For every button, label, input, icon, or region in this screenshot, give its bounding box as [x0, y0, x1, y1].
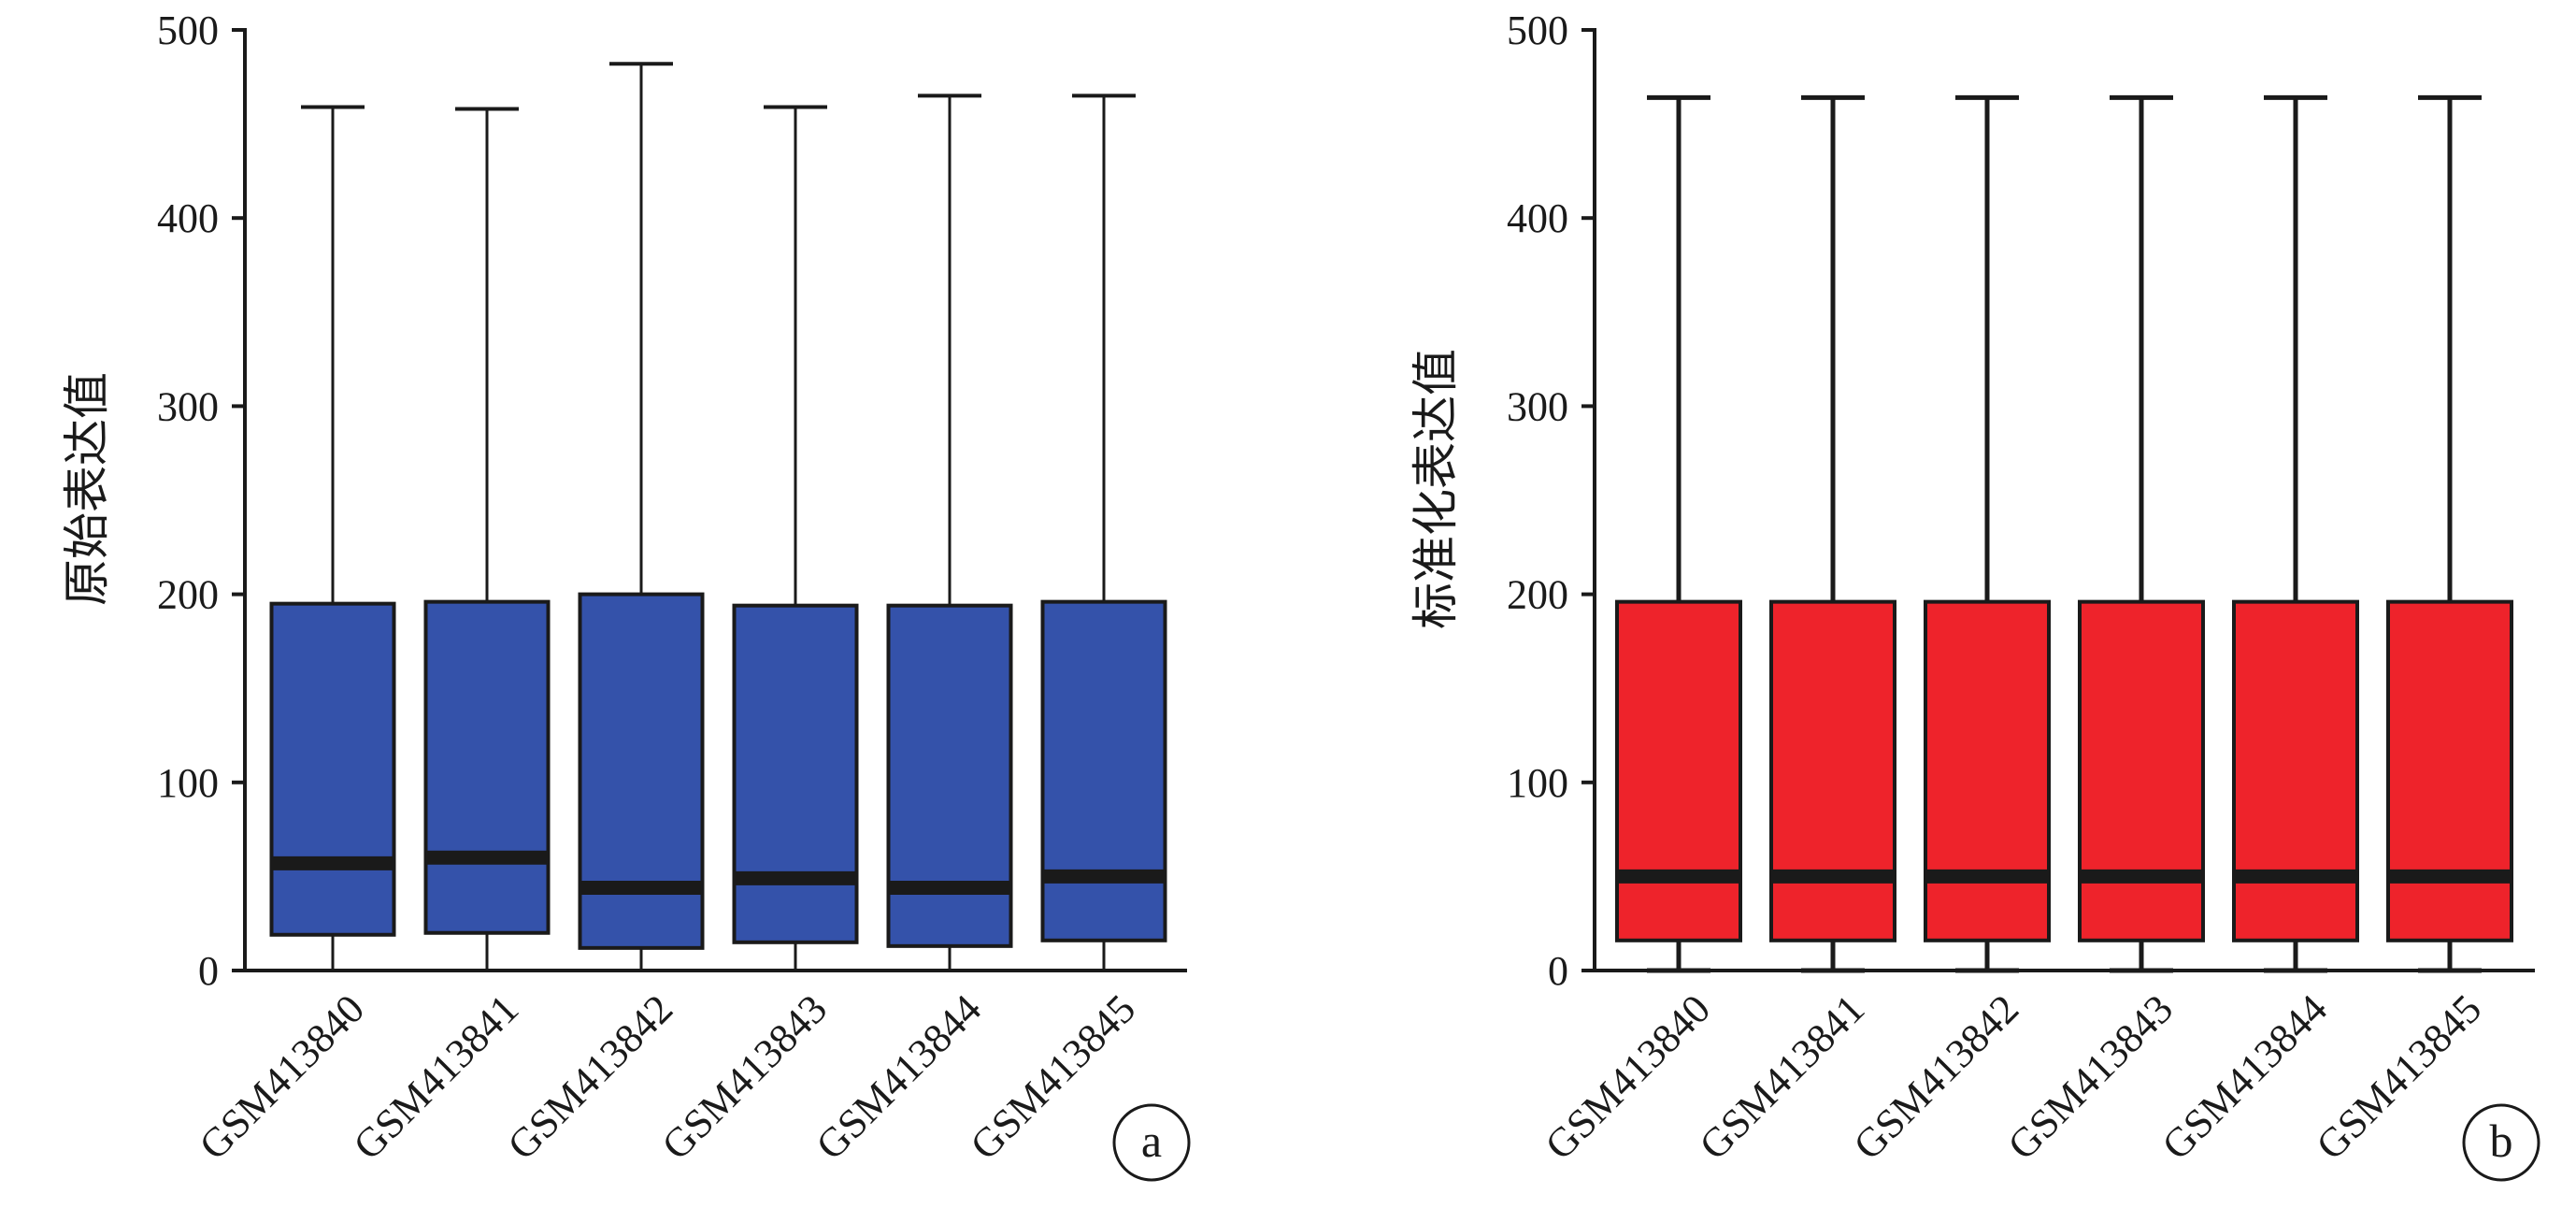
- panel-label: b: [2490, 1115, 2513, 1167]
- x-tick-label: GSM413844: [2154, 985, 2336, 1168]
- box-body: [1769, 599, 1896, 942]
- y-tick-label: 400: [1507, 195, 1568, 241]
- y-tick-label: 200: [157, 572, 219, 618]
- box-body: [886, 603, 1013, 948]
- x-tick-label: GSM413845: [962, 985, 1144, 1168]
- x-tick-label: GSM413842: [1845, 985, 2027, 1168]
- x-tick-label: GSM413843: [653, 985, 836, 1168]
- box-GSM413840: [1615, 94, 1742, 973]
- box-body: [2386, 599, 2513, 942]
- box-body: [1615, 599, 1742, 942]
- box-GSM413844: [2232, 94, 2359, 973]
- x-tick-label: GSM413843: [1999, 985, 2182, 1168]
- x-tick-label: GSM413840: [1537, 985, 1719, 1168]
- y-tick-label: 0: [198, 948, 219, 994]
- y-tick-label: 300: [157, 383, 219, 429]
- box-GSM413844: [886, 93, 1013, 972]
- y-tick-label: 500: [1507, 7, 1568, 53]
- y-axis-label: 原始表达值: [61, 372, 113, 606]
- box-GSM413842: [578, 62, 705, 972]
- x-tick-label: GSM413840: [191, 985, 373, 1168]
- y-tick-label: 100: [1507, 760, 1568, 806]
- box-GSM413840: [269, 105, 396, 972]
- box-body: [269, 601, 396, 937]
- panel-label: a: [1141, 1115, 1162, 1167]
- x-tick-label: GSM413841: [1691, 985, 1873, 1168]
- y-tick-label: 300: [1507, 383, 1568, 429]
- box-body: [1040, 599, 1167, 942]
- y-tick-label: 0: [1548, 948, 1568, 994]
- x-tick-label: GSM413842: [499, 985, 681, 1168]
- panel-label-circle: [2462, 1103, 2540, 1182]
- panel-b: 0 100 200 300 400 500 标准化表达值 GSM413840GSM413841…: [1410, 7, 2540, 1182]
- x-tick-label: GSM413844: [808, 985, 990, 1168]
- box-body: [423, 599, 551, 935]
- panel-label-circle: [1112, 1103, 1191, 1182]
- box-GSM413845: [1040, 93, 1167, 972]
- box-body: [2078, 599, 2205, 942]
- y-tick-label: 400: [157, 195, 219, 241]
- y-tick-label: 500: [157, 7, 219, 53]
- box-GSM413841: [1769, 94, 1896, 973]
- x-tick-label: GSM413841: [345, 985, 527, 1168]
- box-body: [578, 592, 705, 950]
- y-tick-label: 200: [1507, 572, 1568, 618]
- box-GSM413842: [1924, 94, 2051, 973]
- panel-a: 0100200300400500原始表达值GSM413840GSM413841G…: [61, 7, 1191, 1182]
- box-GSM413843: [732, 105, 859, 972]
- box-body: [1924, 599, 2051, 942]
- box-body: [732, 603, 859, 944]
- box-GSM413841: [423, 107, 551, 972]
- box-GSM413845: [2386, 94, 2513, 973]
- box-GSM413843: [2078, 94, 2205, 973]
- box-body: [2232, 599, 2359, 942]
- y-tick-label: 100: [157, 760, 219, 806]
- y-axis-label: 标准化表达值: [1410, 349, 1462, 629]
